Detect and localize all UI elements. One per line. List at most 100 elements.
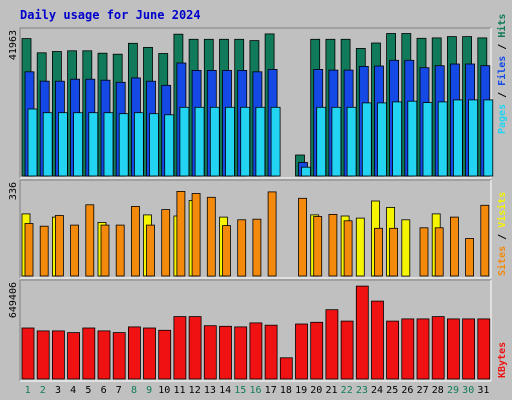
day-label: 25 [386, 385, 398, 396]
legend-text: Sites / Visits [496, 192, 508, 276]
bar-pages-day-4 [73, 112, 83, 177]
day-label: 15 [234, 385, 246, 396]
bar-pages-day-31 [483, 99, 494, 177]
day-label: 11 [173, 385, 185, 396]
legend-pages: Pages [497, 104, 508, 134]
series-sites [24, 190, 490, 277]
bar-kbytes-day-22 [340, 320, 354, 380]
bar-pages-day-12 [194, 106, 205, 177]
legend-sites: Sites [496, 246, 508, 276]
bar-pages-day-7 [118, 113, 129, 177]
bar-pages-day-6 [103, 112, 114, 177]
bar-sites-day-31 [480, 204, 490, 277]
bar-pages-day-15 [240, 106, 251, 177]
chart-panels: 41963 336 649406 [8, 27, 494, 382]
day-label: 14 [219, 385, 231, 396]
day-label: 5 [85, 385, 91, 396]
day-label: 2 [40, 385, 46, 396]
day-label: 27 [417, 385, 429, 396]
bar-kbytes-day-19 [295, 323, 308, 380]
bar-kbytes-day-11 [173, 316, 187, 380]
bar-kbytes-day-21 [325, 309, 339, 380]
bar-sites-day-16 [252, 218, 262, 277]
bar-visits-day-23 [355, 217, 365, 277]
day-label: 19 [295, 385, 307, 396]
bar-sites-day-27 [419, 227, 429, 277]
legend-text: Pages / Files / Hits [496, 14, 508, 134]
bar-pages-day-13 [209, 106, 220, 177]
day-label: 17 [265, 385, 277, 396]
bar-pages-day-29 [452, 99, 463, 177]
bar-sites-day-15 [237, 219, 247, 277]
bar-sites-day-21 [328, 213, 338, 277]
series-kbytes [21, 285, 491, 380]
day-label: 13 [204, 385, 216, 396]
bar-kbytes-day-30 [462, 318, 476, 380]
day-label: 20 [310, 385, 322, 396]
bar-kbytes-day-8 [127, 326, 141, 380]
bar-pages-day-1 [27, 108, 38, 177]
bar-sites-day-13 [206, 196, 216, 277]
panel-visits-sites: 336 [8, 179, 492, 279]
bar-pages-day-9 [149, 113, 159, 177]
bar-pages-day-22 [346, 106, 357, 177]
panel-hits-files-pages: 41963 [8, 27, 494, 179]
bar-kbytes-day-26 [401, 318, 415, 380]
legend-separator: / [497, 86, 508, 104]
day-label: 28 [432, 385, 444, 396]
bar-sites-day-22 [343, 220, 353, 277]
bar-kbytes-day-5 [82, 327, 96, 380]
bar-kbytes-day-28 [431, 316, 445, 380]
bar-sites-day-5 [85, 204, 95, 277]
bar-kbytes-day-14 [219, 325, 232, 380]
day-label: 6 [101, 385, 107, 396]
bar-sites-day-3 [55, 215, 64, 277]
bar-kbytes-day-12 [188, 316, 202, 380]
bar-kbytes-day-25 [386, 320, 400, 380]
bar-sites-day-4 [70, 224, 79, 277]
bar-kbytes-day-27 [416, 318, 430, 380]
bar-kbytes-day-16 [249, 322, 263, 380]
bar-pages-day-23 [361, 102, 372, 177]
legend-files: Files [496, 56, 508, 86]
bar-sites-day-24 [374, 227, 383, 277]
day-label: 24 [371, 385, 383, 396]
bar-sites-day-17 [267, 191, 277, 277]
bar-sites-day-19 [298, 197, 307, 277]
day-label: 7 [116, 385, 122, 396]
bar-pages-day-24 [377, 102, 387, 177]
bar-pages-day-26 [407, 100, 418, 177]
bar-kbytes-day-24 [371, 300, 384, 380]
bar-pages-day-5 [88, 112, 99, 177]
bar-sites-day-7 [115, 224, 125, 277]
bar-pages-day-10 [164, 114, 175, 177]
day-labels: 1 2 3 4 5 6 7 8 9 10 11 12 13 14 15 16 17 18 19 20 21 22 23 24 2… [25, 385, 490, 396]
bar-kbytes-day-17 [264, 324, 278, 380]
day-label: 31 [477, 385, 489, 396]
bar-kbytes-day-7 [112, 332, 126, 380]
bar-sites-day-25 [389, 227, 399, 277]
bar-kbytes-day-29 [446, 318, 460, 380]
y-max-label: 649406 [8, 282, 19, 318]
day-label: 21 [325, 385, 337, 396]
bar-kbytes-day-6 [97, 330, 111, 380]
bar-sites-day-6 [100, 224, 110, 277]
bar-sites-day-14 [222, 225, 231, 277]
bar-sites-day-20 [313, 216, 323, 277]
y-max-label: 336 [8, 182, 19, 200]
day-label: 3 [55, 385, 61, 396]
bar-sites-day-8 [130, 205, 140, 277]
day-label: 30 [462, 385, 474, 396]
bar-kbytes-day-9 [143, 327, 156, 380]
day-label: 10 [158, 385, 170, 396]
bar-pages-day-19 [301, 166, 311, 177]
bar-sites-day-29 [449, 216, 459, 277]
legend-visits: Visits [496, 192, 508, 228]
side-legends: Pages / Files / Hits Sites / Visits KBytes [496, 14, 508, 378]
bar-pages-day-2 [42, 112, 53, 177]
bar-kbytes-day-3 [52, 330, 65, 380]
bar-pages-day-16 [255, 106, 266, 177]
legend-separator: / [497, 38, 508, 56]
series-pages [27, 99, 494, 177]
